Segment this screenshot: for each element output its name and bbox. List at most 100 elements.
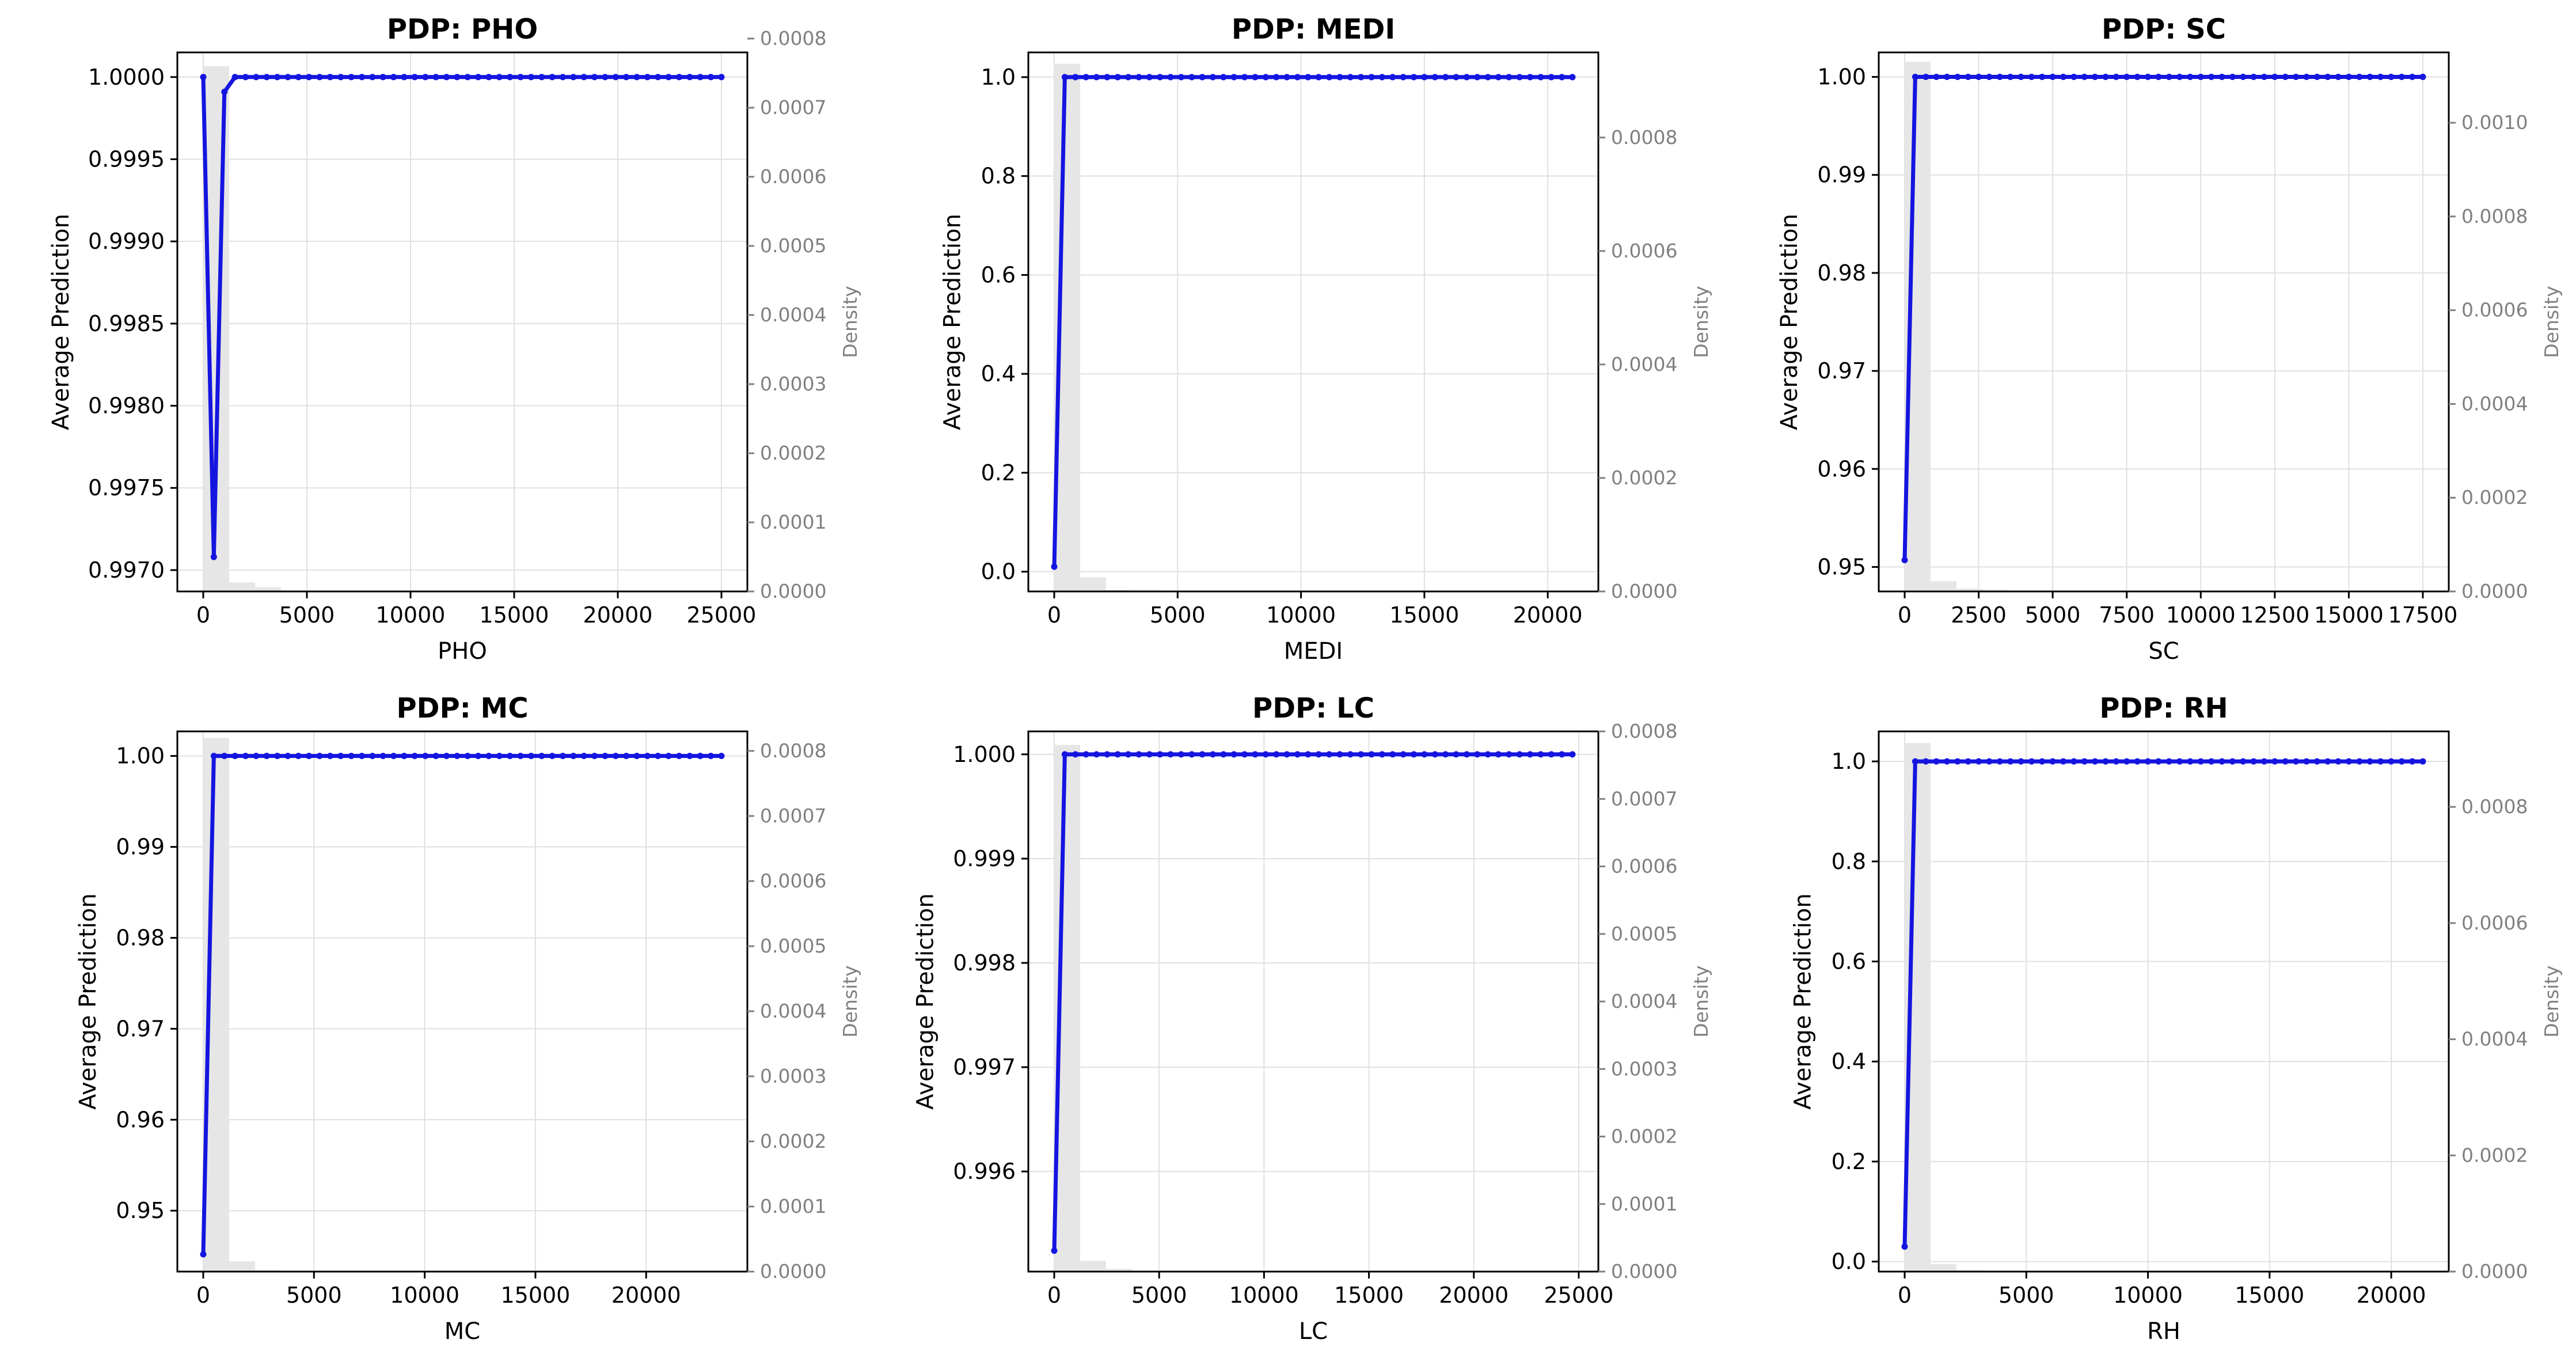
pdp-point — [2208, 74, 2215, 81]
pdp-point — [422, 74, 429, 81]
pdp-point — [1378, 74, 1385, 81]
pdp-line — [201, 75, 721, 559]
pdp-point — [2335, 74, 2342, 81]
x-tick-label: 5000 — [1999, 1283, 2054, 1308]
density-bar — [1080, 1261, 1106, 1272]
pdp-point — [221, 753, 228, 760]
pdp-point — [231, 753, 238, 760]
pdp-point — [591, 753, 598, 760]
x-tick-label: 15000 — [2235, 1283, 2304, 1308]
density-tick-label: 0.0004 — [760, 1000, 826, 1022]
density-tick-label: 0.0006 — [2461, 912, 2528, 934]
pdp-point — [507, 74, 514, 81]
pdp-point — [2187, 758, 2194, 765]
density-bar — [1080, 577, 1106, 591]
pdp-point — [2282, 74, 2289, 81]
pdp-point — [570, 753, 577, 760]
pdp-point — [2250, 74, 2257, 81]
density-axis-label: Density — [839, 965, 861, 1037]
x-tick-label: 0 — [1047, 1283, 1061, 1308]
density-tick-label: 0.0006 — [760, 165, 826, 188]
y-axis-label: Average Prediction — [913, 893, 939, 1110]
y-tick-label: 0.95 — [116, 1198, 165, 1223]
pdp-point — [2018, 758, 2024, 765]
pdp-panel: 0 5000 10000 15000 20000 0.0 0.2 0.4 0.6 0.8 1.0 0.… — [1790, 692, 2563, 1345]
pdp-point — [1072, 74, 1079, 81]
pdp-point — [2102, 74, 2109, 81]
x-tick-label: 20000 — [611, 1283, 681, 1308]
pdp-point — [1410, 74, 1417, 81]
density-tick-label: 0.0007 — [760, 96, 826, 119]
pdp-point — [2187, 74, 2194, 81]
pdp-point — [1400, 751, 1407, 758]
pdp-point — [718, 74, 725, 81]
pdp-point — [1463, 74, 1470, 81]
y-tick-label: 0.9970 — [88, 557, 165, 583]
pdp-point — [1442, 74, 1449, 81]
pdp-point — [1474, 74, 1481, 81]
density-tick-label: 0.0008 — [760, 739, 826, 762]
y-tick-label: 0.96 — [116, 1107, 165, 1132]
pdp-point — [401, 74, 408, 81]
pdp-point — [2366, 758, 2373, 765]
pdp-point — [496, 753, 503, 760]
density-tick-label: 0.0004 — [2461, 1028, 2528, 1050]
x-tick-label: 5000 — [286, 1283, 342, 1308]
x-tick-label: 20000 — [2357, 1283, 2426, 1308]
pdp-point — [1421, 74, 1428, 81]
pdp-point — [432, 753, 439, 760]
pdp-point — [1114, 751, 1121, 758]
pdp-point — [1125, 74, 1132, 81]
x-axis-label: PHO — [438, 638, 487, 665]
pdp-point — [1933, 74, 1940, 81]
pdp-point — [507, 753, 514, 760]
plot-frame — [1027, 730, 1599, 1273]
pdp-point — [517, 74, 524, 81]
pdp-point — [1495, 74, 1502, 81]
density-tick-label: 0.0002 — [1611, 466, 1677, 489]
pdp-point — [359, 74, 366, 81]
x-tick-label: 15000 — [480, 602, 549, 628]
pdp-point — [411, 753, 418, 760]
pdp-point — [665, 74, 672, 81]
density-tick-label: 0.0008 — [1611, 720, 1677, 742]
pdp-point — [1368, 74, 1375, 81]
pdp-point — [1954, 758, 1961, 765]
pdp-point — [2313, 758, 2320, 765]
pdp-point — [1569, 751, 1576, 758]
pdp-point — [1241, 74, 1248, 81]
pdp-point — [549, 753, 556, 760]
density-axis-label: Density — [2540, 286, 2563, 358]
y-tick-label: 0.9990 — [88, 229, 165, 254]
y-tick-label: 0.97 — [116, 1016, 165, 1041]
pdp-point — [665, 753, 672, 760]
pdp-point — [644, 753, 651, 760]
pdp-point — [1954, 74, 1961, 81]
y-tick-label: 0.4 — [981, 361, 1016, 386]
pdp-point — [1051, 1247, 1058, 1254]
pdp-point — [1167, 751, 1174, 758]
pdp-point — [1262, 751, 1269, 758]
pdp-point — [2007, 758, 2014, 765]
pdp-point — [655, 753, 662, 760]
pdp-point — [2345, 758, 2352, 765]
pdp-point — [1986, 74, 1993, 81]
density-tick-label: 0.0003 — [760, 373, 826, 395]
density-tick-label: 0.0000 — [760, 580, 826, 602]
density-tick-label: 0.0001 — [760, 1195, 826, 1217]
pdp-point — [2240, 758, 2247, 765]
pdp-point — [200, 74, 207, 81]
pdp-point — [559, 74, 566, 81]
pdp-point — [1294, 751, 1301, 758]
y-tick-label: 0.98 — [116, 925, 165, 950]
pdp-point — [1410, 751, 1417, 758]
pdp-point — [2356, 758, 2363, 765]
pdp-point — [2388, 758, 2395, 765]
x-tick-label: 0 — [1047, 602, 1061, 628]
x-tick-label: 15000 — [2314, 602, 2384, 628]
y-axis-label: Average Prediction — [1776, 214, 1803, 430]
pdp-point — [443, 753, 450, 760]
pdp-point — [316, 753, 323, 760]
pdp-point — [454, 74, 461, 81]
plot-frame — [1878, 51, 2450, 593]
